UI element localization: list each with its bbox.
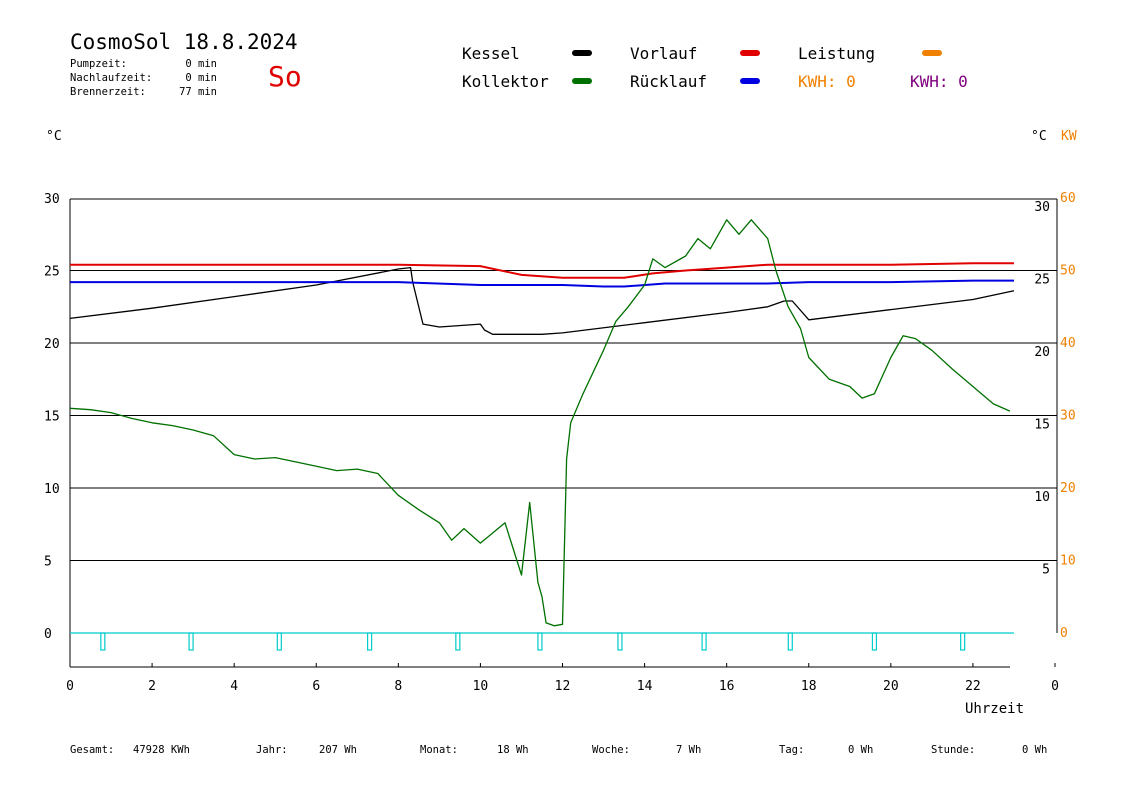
- x-tick-label: 10: [473, 679, 489, 694]
- pulse-marker: [455, 632, 461, 651]
- y-left-tick-label: 30: [44, 192, 60, 207]
- footer-value-woche: 7 Wh: [676, 744, 702, 756]
- pulse-marker: [276, 632, 282, 651]
- y-left-tick-label: 15: [44, 410, 60, 425]
- footer-value-gesamt: 47928 KWh: [133, 744, 190, 756]
- stat-label-pumpzeit: Pumpzeit:: [70, 58, 127, 70]
- y-right-c-tick-label: 5: [1042, 563, 1050, 578]
- legend-label-kessel: Kessel: [462, 44, 520, 63]
- y-right-kw-tick-label: 0: [1060, 626, 1068, 641]
- y-left-tick-label: 0: [44, 627, 52, 642]
- pulse-marker: [617, 632, 623, 651]
- x-tick-label: 2: [148, 679, 156, 694]
- pulse-marker: [960, 632, 966, 651]
- x-tick-label: 6: [312, 679, 320, 694]
- legend-swatch-vorlauf: [740, 50, 760, 56]
- y-right-c-tick-label: 15: [1034, 418, 1050, 433]
- pulse-marker: [871, 632, 878, 651]
- footer-label-tag: Tag:: [779, 744, 805, 756]
- x-tick-label: 12: [555, 679, 571, 694]
- y-right-kw-tick-label: 20: [1060, 481, 1076, 496]
- footer-value-jahr: 207 Wh: [319, 744, 357, 756]
- x-tick-label: 0: [1051, 679, 1059, 694]
- stat-label-brennerzeit: Brennerzeit:: [70, 86, 146, 98]
- pulse-marker: [537, 632, 543, 651]
- y-right-kw-tick-label: 30: [1060, 409, 1076, 424]
- pulse-marker: [367, 632, 373, 651]
- x-tick-label: 18: [801, 679, 817, 694]
- legend-label-ruecklauf: Rücklauf: [630, 72, 708, 91]
- left-axis-unit: °C: [46, 129, 62, 144]
- y-left-tick-label: 10: [44, 482, 60, 497]
- footer-label-woche: Woche:: [592, 744, 630, 756]
- y-left-tick-label: 20: [44, 337, 60, 352]
- pulse-marker: [701, 632, 707, 651]
- legend-label-vorlauf: Vorlauf: [630, 44, 698, 63]
- legend-swatch-kollektor: [572, 78, 592, 84]
- y-right-c-tick-label: 10: [1034, 490, 1050, 505]
- chart-title: CosmoSol 18.8.2024: [70, 30, 298, 54]
- footer-label-stunde: Stunde:: [931, 744, 976, 756]
- legend-swatch-ruecklauf: [740, 78, 760, 84]
- kwh-second: KWH: 0: [910, 72, 968, 91]
- y-right-c-tick-label: 20: [1034, 345, 1050, 360]
- series-line-kessel: [69, 266, 1015, 335]
- y-right-kw-tick-label: 50: [1060, 264, 1076, 279]
- legend-label-leistung: Leistung: [798, 44, 876, 63]
- x-tick-label: 20: [883, 679, 899, 694]
- pulse-marker: [188, 632, 194, 651]
- stat-label-nachlaufzeit: Nachlaufzeit:: [70, 72, 153, 84]
- x-tick-label: 8: [394, 679, 402, 694]
- y-right-c-tick-label: 25: [1034, 273, 1050, 288]
- x-tick-label: 22: [965, 679, 981, 694]
- footer-label-gesamt: Gesamt:: [70, 744, 115, 756]
- legend-swatch-leistung: [922, 50, 942, 56]
- x-axis-label: Uhrzeit: [965, 701, 1025, 717]
- x-tick-label: 0: [66, 679, 74, 694]
- y-right-kw-tick-label: 10: [1060, 554, 1076, 569]
- legend-swatch-kessel: [572, 50, 592, 56]
- legend-label-kollektor: Kollektor: [462, 72, 549, 91]
- footer-value-monat: 18 Wh: [497, 744, 529, 756]
- series-line-kollektor: [69, 219, 1011, 627]
- footer-label-monat: Monat:: [420, 744, 458, 756]
- stat-value-pumpzeit: 0 min: [185, 58, 217, 70]
- pulse-marker: [787, 632, 793, 651]
- y-right-kw-tick-label: 40: [1060, 336, 1076, 351]
- y-right-kw-tick-label: 60: [1060, 191, 1076, 206]
- x-tick-label: 4: [230, 679, 238, 694]
- footer-value-tag: 0 Wh: [848, 744, 874, 756]
- y-left-tick-label: 25: [44, 265, 60, 280]
- x-tick-label: 16: [719, 679, 735, 694]
- footer-value-stunde: 0 Wh: [1022, 744, 1048, 756]
- weekday-label: So: [268, 60, 302, 93]
- footer-label-jahr: Jahr:: [256, 744, 288, 756]
- kwh-leistung: KWH: 0: [798, 72, 856, 91]
- series-line-vorlauf: [70, 262, 1014, 279]
- stat-value-nachlaufzeit: 0 min: [185, 72, 217, 84]
- stat-value-brennerzeit: 77 min: [179, 86, 217, 98]
- right-axis-unit-c: °C: [1031, 129, 1047, 144]
- y-right-c-tick-label: 30: [1034, 200, 1050, 215]
- y-left-tick-label: 5: [44, 555, 52, 570]
- x-tick-label: 14: [637, 679, 653, 694]
- series-line-ruecklauf: [70, 279, 1014, 288]
- right-axis-unit-kw: KW: [1061, 129, 1077, 144]
- pulse-marker: [100, 632, 106, 651]
